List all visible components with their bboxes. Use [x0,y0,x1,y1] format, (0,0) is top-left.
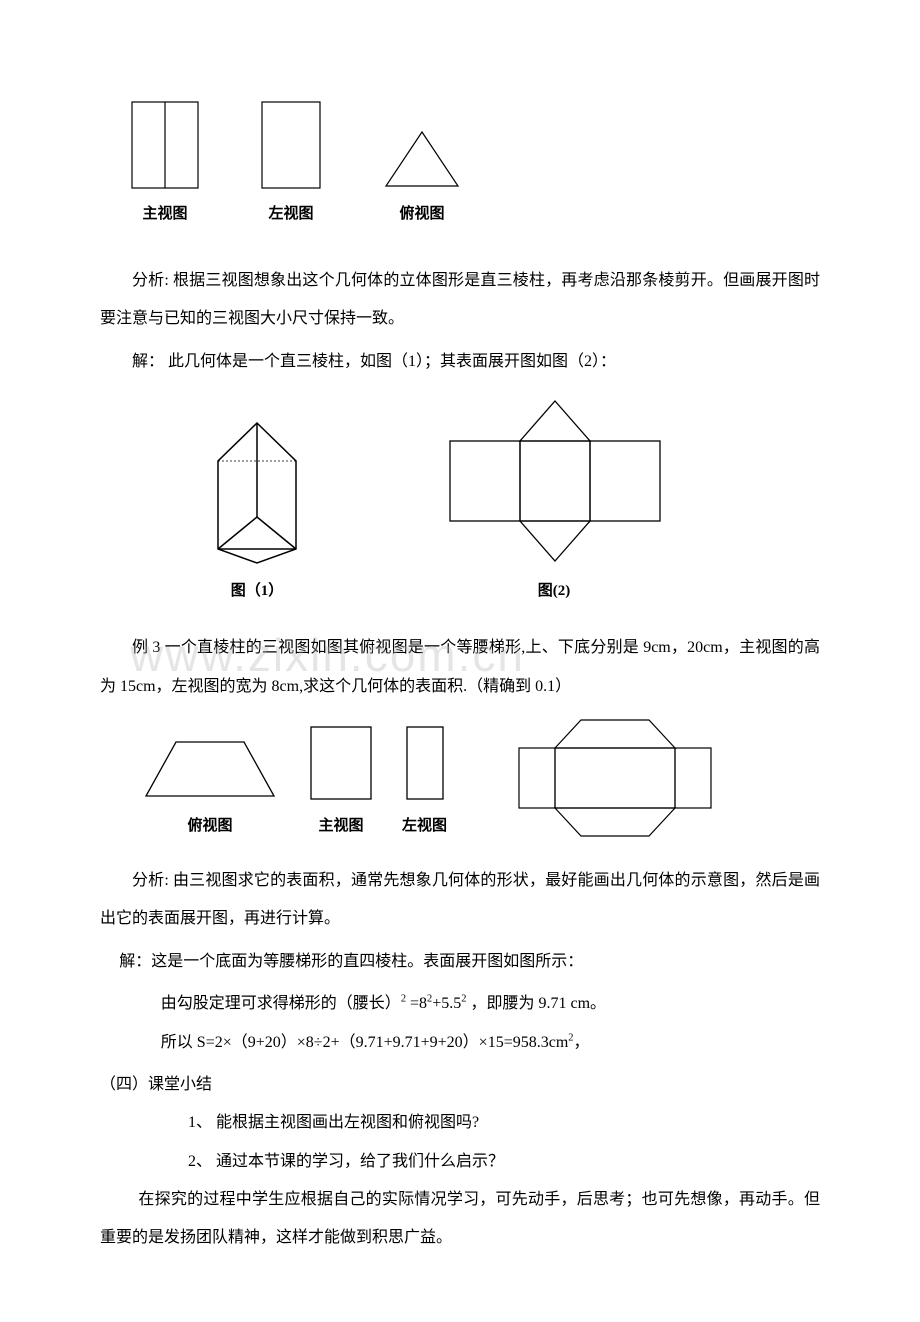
trapezoid-left-view [404,724,446,802]
trap-top-label: 俯视图 [187,808,232,844]
three-views-row-top: 主视图 左视图 俯视图 [130,100,820,232]
pyth-mid: =8 [406,995,427,1012]
left-view-label: 左视图 [268,196,313,232]
section-4-head: （四）课堂小结 [100,1066,820,1104]
question-1: 1、 能根据主视图画出左视图和俯视图吗? [188,1104,820,1142]
trap-main-label: 主视图 [318,808,363,844]
analysis-para-2: 分析: 由三视图求它的表面积，通常先想象几何体的形状，最好能画出几何体的示意图，… [100,862,820,939]
top-view-group: 俯视图 [382,128,462,232]
prism-net-shape [444,397,664,567]
solution-para-1: 解： 此几何体是一个直三棱柱，如图（1）；其表面展开图如图（2）： [100,343,820,381]
pyth-prefix: 由勾股定理可求得梯形的（腰长） [161,995,401,1012]
trapezoid-net-shape [515,716,715,844]
trap-left-label: 左视图 [402,808,447,844]
pyth-suffix: ，即腰为 9.71 cm。 [466,995,606,1012]
left-view-shape [260,100,322,190]
trap-net-group [515,716,715,844]
pyth-mid2: +5.5 [432,995,461,1012]
figure-2-label: 图(2) [538,573,571,609]
prism-3d-shape [210,417,304,567]
trapezoid-top-view [140,736,280,802]
trapezoid-main-view [308,724,374,802]
area-prefix: 所以 S=2×（9+20）×8÷2+（9.71+9.71+9+20）×15=95… [161,1034,568,1051]
pythagoras-para: 由勾股定理可求得梯形的（腰长）2 =82+5.52 ，即腰为 9.71 cm。 [161,985,820,1023]
trap-main-view-group: 主视图 [308,724,374,844]
solution-para-2: 解：这是一个底面为等腰梯形的直四棱柱。表面展开图如图所示： [100,943,820,981]
question-2: 2、 通过本节课的学习，给了我们什么启示？ [188,1143,820,1181]
prism-3d-group: 图（1） [210,417,304,609]
trap-top-view-group: 俯视图 [140,736,280,844]
left-view-group: 左视图 [260,100,322,232]
area-calc-para: 所以 S=2×（9+20）×8÷2+（9.71+9.71+9+20）×15=95… [161,1024,820,1062]
analysis-para-1: 分析: 根据三视图想象出这个几何体的立体图形是直三棱柱，再考虑沿那条棱剪开。但画… [100,262,820,339]
area-suffix: ， [573,1034,589,1051]
trap-left-view-group: 左视图 [402,724,447,844]
prism-net-group: 图(2) [444,397,664,609]
conclusion-para: 在探究的过程中学生应根据自己的实际情况学习，可先动手，后思考；也可先想像，再动手… [100,1181,820,1258]
top-view-label: 俯视图 [399,196,444,232]
main-view-shape [130,100,200,190]
figure-1-label: 图（1） [231,573,284,609]
top-view-shape [382,128,462,190]
mid-figures-row: 图（1） 图(2) [210,397,820,609]
main-view-group: 主视图 [130,100,200,232]
trapezoid-figures-row: 俯视图 主视图 左视图 [140,716,820,844]
example-3-para: 例 3 一个直棱柱的三视图如图其俯视图是一个等腰梯形,上、下底分别是 9cm，2… [100,629,820,706]
main-view-label: 主视图 [142,196,187,232]
